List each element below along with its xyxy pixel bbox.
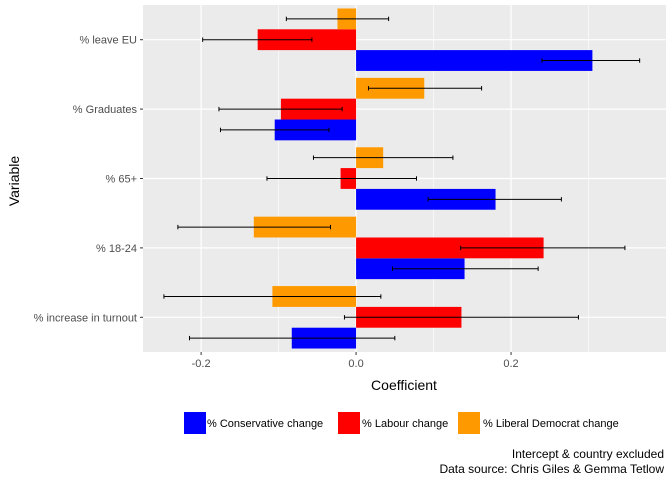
- y-axis-ticks: % leave EU % Graduates % 65+ % 18-24 % incre…: [34, 35, 143, 324]
- y-tick-label: % leave EU: [80, 35, 138, 47]
- x-tick-label: 0.2: [503, 358, 518, 370]
- legend-key: [338, 412, 360, 434]
- caption-line-1: Intercept & country excluded: [512, 447, 664, 461]
- legend-key: [184, 412, 206, 434]
- y-tick-label: % Graduates: [73, 104, 138, 116]
- y-tick-label: % 18-24: [96, 243, 137, 255]
- x-axis-title: Coefficient: [371, 377, 437, 393]
- legend-label: % Conservative change: [207, 418, 323, 430]
- bar: [356, 237, 544, 259]
- y-tick-label: % 65+: [106, 174, 138, 186]
- caption-line-2: Data source: Chris Giles & Gemma Tetlow: [439, 462, 664, 476]
- y-axis-title: Variable: [6, 156, 22, 207]
- x-tick-label: -0.2: [192, 358, 211, 370]
- x-axis-ticks: -0.2 0.0 0.2: [192, 352, 519, 370]
- legend-label: % Labour change: [362, 418, 448, 430]
- y-tick-label: % increase in turnout: [34, 312, 137, 324]
- errorbars-layer: [163, 16, 641, 341]
- bar: [356, 50, 593, 71]
- legend: % Conservative change % Labour change % Li…: [184, 412, 619, 434]
- legend-label: % Liberal Democrat change: [483, 418, 619, 430]
- legend-key: [458, 412, 480, 434]
- x-tick-label: 0.0: [348, 358, 363, 370]
- bars-layer: [253, 8, 593, 349]
- bar: [356, 188, 496, 210]
